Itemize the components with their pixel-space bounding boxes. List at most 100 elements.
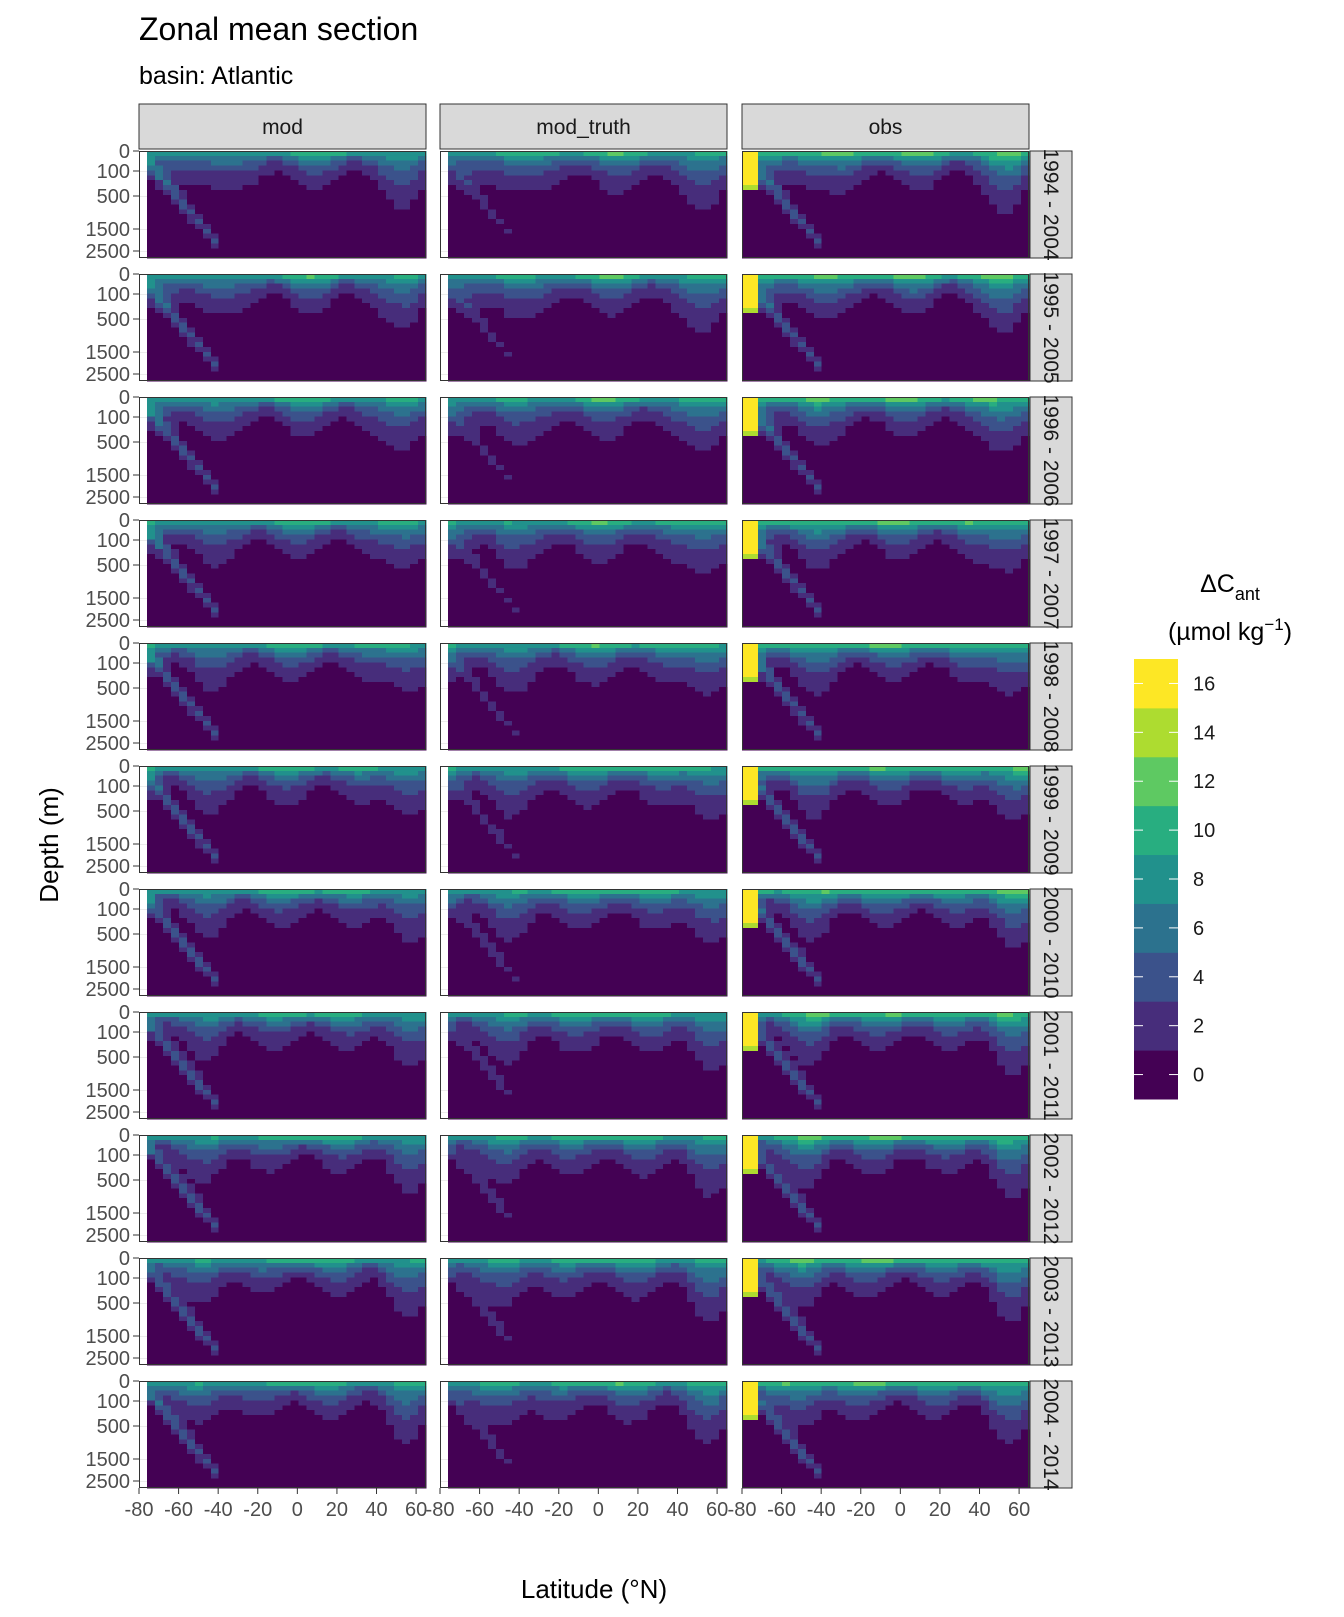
heatmap-cell [965,357,974,362]
heatmap-cell [243,318,252,323]
heatmap-cell [267,243,276,248]
heatmap-cell [386,371,395,376]
heatmap-cell [560,366,569,371]
heatmap-cell [488,185,497,190]
heatmap-cell [766,303,775,308]
heatmap-cell [830,332,839,337]
heatmap-cell [742,308,751,313]
heatmap-cell [552,185,561,190]
heatmap-cell [171,416,180,421]
heatmap-cell [243,357,252,362]
heatmap-cell [878,190,887,195]
heatmap-cell [338,337,347,342]
heatmap-cell [766,248,775,253]
heatmap-cell [798,332,807,337]
heatmap-cell [354,239,363,244]
heatmap-cell [163,313,172,318]
heatmap-cell [362,284,371,289]
heatmap-cell [1005,161,1014,166]
heatmap-cell [655,170,664,175]
heatmap-cell [695,229,704,234]
heatmap-cell [599,323,608,328]
heatmap-cell [512,289,521,294]
heatmap-cell [949,161,958,166]
heatmap-cell [259,284,268,289]
heatmap-cell [163,234,172,239]
heatmap-cell [671,209,680,214]
heatmap-cell [790,175,799,180]
heatmap-cell [973,180,982,185]
heatmap-cell [615,205,624,210]
heatmap-cell [472,161,481,166]
heatmap-cell [187,347,196,352]
heatmap-cell [647,371,656,376]
heatmap-cell [607,200,616,205]
heatmap-cell [758,156,767,161]
heatmap-cell [893,371,902,376]
heatmap-cell [259,243,268,248]
heatmap-cell [981,318,990,323]
heatmap-cell [949,337,958,342]
heatmap-cell [552,362,561,367]
heatmap-cell [378,308,387,313]
heatmap-cell [830,362,839,367]
heatmap-cell [370,323,379,328]
heatmap-cell [147,161,156,166]
heatmap-cell [378,293,387,298]
heatmap-cell [981,234,990,239]
heatmap-cell [496,156,505,161]
heatmap-cell [981,190,990,195]
heatmap-cell [195,279,204,284]
heatmap-cell [703,347,712,352]
heatmap-cell [909,303,918,308]
heatmap-cell [838,298,847,303]
heatmap-cell [346,347,355,352]
heatmap-cell [504,298,513,303]
heatmap-cell [981,303,990,308]
heatmap-cell [464,293,473,298]
y-tick-label: 2500 [86,241,131,263]
heatmap-cell [219,323,228,328]
heatmap-cell [298,161,307,166]
heatmap-cell [227,209,236,214]
heatmap-cell [742,175,751,180]
heatmap-cell [957,279,966,284]
heatmap-cell [171,229,180,234]
heatmap-cell [536,224,545,229]
heatmap-cell [798,209,807,214]
heatmap-cell [378,352,387,357]
heatmap-cell [386,214,395,219]
heatmap-cell [410,332,419,337]
heatmap-cell [496,248,505,253]
heatmap-cell [917,293,926,298]
heatmap-cell [989,243,998,248]
heatmap-cell [941,289,950,294]
heatmap-cell [370,284,379,289]
heatmap-cell [338,239,347,244]
heatmap-cell [941,298,950,303]
heatmap-cell [504,234,513,239]
heatmap-cell [283,357,292,362]
heatmap-cell [211,156,220,161]
heatmap-cell [591,303,600,308]
heatmap-cell [370,248,379,253]
heatmap-cell [647,337,656,342]
heatmap-cell [679,357,688,362]
heatmap-cell [997,205,1006,210]
heatmap-cell [330,284,339,289]
heatmap-cell [901,284,910,289]
heatmap-cell [790,357,799,362]
heatmap-cell [591,289,600,294]
heatmap-cell [981,243,990,248]
heatmap-cell [386,318,395,323]
heatmap-cell [520,248,529,253]
heatmap-cell [679,170,688,175]
heatmap-cell [496,190,505,195]
heatmap-cell [464,328,473,333]
heatmap-cell [711,352,720,357]
heatmap-cell [671,243,680,248]
heatmap-cell [187,426,196,431]
heatmap-cell [155,298,164,303]
heatmap-cell [520,347,529,352]
heatmap-cell [854,289,863,294]
